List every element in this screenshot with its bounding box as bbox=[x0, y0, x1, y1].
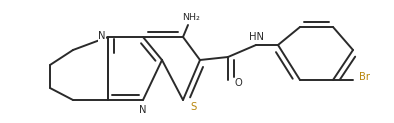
Text: O: O bbox=[234, 78, 242, 88]
Text: S: S bbox=[190, 102, 196, 112]
Text: NH₂: NH₂ bbox=[182, 14, 200, 23]
Text: Br: Br bbox=[359, 72, 370, 82]
Text: HN: HN bbox=[249, 32, 264, 42]
Text: N: N bbox=[139, 105, 147, 115]
Text: N: N bbox=[98, 31, 106, 41]
